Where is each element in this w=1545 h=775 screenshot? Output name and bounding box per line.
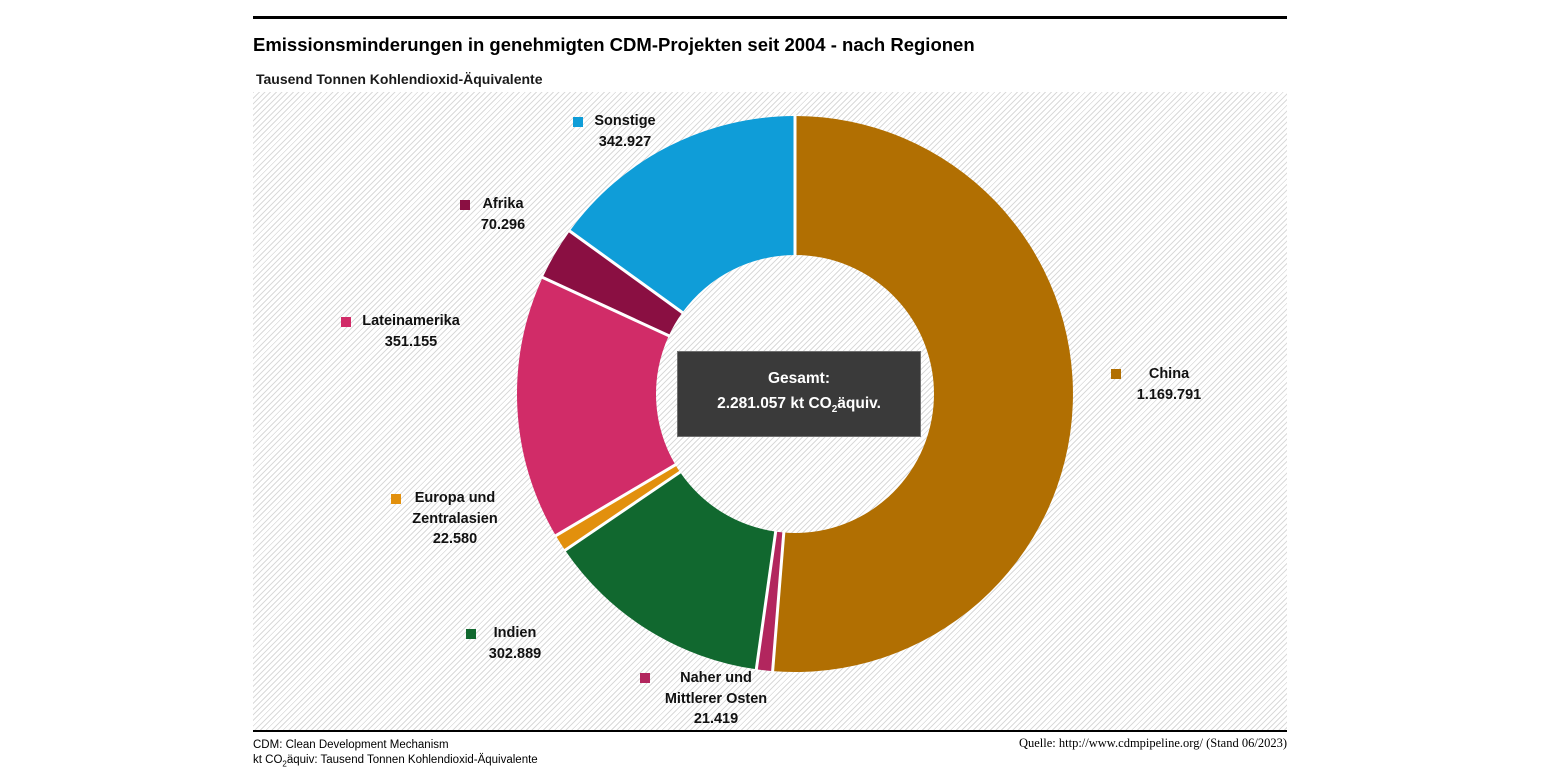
slice-label-name: Lateinamerika	[362, 313, 460, 329]
donut-slice-sonstige	[569, 116, 795, 313]
slice-separator	[563, 470, 682, 553]
bottom-rule	[253, 730, 1287, 732]
slice-separator	[754, 530, 778, 671]
footnotes: CDM: Clean Development Mechanism kt CO2ä…	[253, 738, 538, 771]
slice-label-name: China	[1148, 366, 1190, 382]
legend-marker-china	[1111, 369, 1121, 379]
slice-label-name: Naher und	[680, 670, 752, 686]
chart-figure: Emissionsminderungen in genehmigten CDM-…	[253, 0, 1287, 775]
slice-label-sonstige: Sonstige 342.927	[594, 111, 655, 152]
legend-marker-afrika	[460, 200, 470, 210]
slice-label-value: 1.169.791	[1136, 386, 1202, 403]
slice-label-name: Mittlerer Osten	[664, 690, 768, 707]
footnote-kt: kt CO2äquiv: Tausend Tonnen Kohlendioxid…	[253, 753, 538, 771]
donut-slice-naher-und-mittlerer-osten	[756, 531, 784, 672]
legend-marker-lateinamerika	[341, 317, 351, 327]
donut-slice-europa-und-zentralasien	[555, 464, 681, 551]
source-note: Quelle: http://www.cdmpipeline.org/ (Sta…	[1018, 736, 1287, 750]
slice-label-value: 22.580	[432, 531, 478, 547]
total-value-text: 2.281.057 kt CO	[717, 394, 832, 412]
slice-label-value: 351.155	[384, 333, 438, 350]
legend-marker-naher-und-mittlerer-osten	[640, 673, 650, 683]
legend-marker-indien	[466, 629, 476, 639]
footnote-cdm: CDM: Clean Development Mechanism	[253, 739, 449, 751]
slice-separator	[771, 531, 786, 673]
footnote-kt-subscript: 2	[282, 759, 287, 769]
donut-slice-afrika	[542, 231, 683, 336]
slice-label-indien: Indien 302.889	[489, 623, 541, 664]
slice-label-value: 302.889	[488, 645, 542, 662]
slice-label-china: China 1.169.791	[1137, 364, 1202, 405]
slice-label-value: 342.927	[598, 133, 652, 150]
total-value: 2.281.057 kt CO2äquiv.	[717, 391, 881, 422]
chart-subtitle: Tausend Tonnen Kohlendioxid-Äquivalente	[256, 71, 543, 87]
donut-svg	[517, 115, 1073, 673]
slice-separator	[568, 229, 685, 315]
chart-area: Gesamt: 2.281.057 kt CO2äquiv. China 1.16…	[253, 92, 1287, 730]
footnote-kt-text: kt CO	[253, 754, 283, 766]
slice-label-name: Indien	[493, 625, 537, 641]
slice-label-name: Sonstige	[594, 113, 656, 129]
top-rule	[253, 16, 1287, 19]
slice-label-lateinamerika: Lateinamerika 351.155	[362, 311, 460, 352]
legend-marker-sonstige	[573, 117, 583, 127]
total-value-suffix: äquiv.	[837, 394, 881, 412]
legend-marker-europa-und-zentralasien	[391, 494, 401, 504]
slice-label-name: Afrika	[482, 196, 524, 212]
slice-label-afrika: Afrika 70.296	[481, 194, 525, 235]
donut-slice-lateinamerika	[517, 277, 676, 536]
total-label: Gesamt:	[767, 369, 831, 387]
slice-label-value: 21.419	[693, 711, 739, 727]
total-value-subscript: 2	[831, 404, 838, 416]
slice-label-name: Europa und	[414, 490, 496, 506]
footnote-kt-suffix: äquiv: Tausend Tonnen Kohlendioxid-Äquiv…	[286, 754, 538, 766]
donut-slice-indien	[565, 472, 776, 670]
slice-separator	[554, 463, 678, 538]
total-box: Gesamt: 2.281.057 kt CO2äquiv.	[677, 351, 921, 437]
slice-separator	[541, 275, 671, 338]
chart-title: Emissionsminderungen in genehmigten CDM-…	[253, 34, 975, 55]
slice-label-europa-und-zentralasien: Europa und Zentralasien 22.580	[412, 488, 497, 550]
slice-label-name: Zentralasien	[412, 510, 498, 527]
slice-label-value: 70.296	[480, 216, 526, 233]
donut-slice-china	[772, 116, 1073, 672]
slice-label-naher-und-mittlerer-osten: Naher und Mittlerer Osten 21.419	[665, 668, 767, 730]
